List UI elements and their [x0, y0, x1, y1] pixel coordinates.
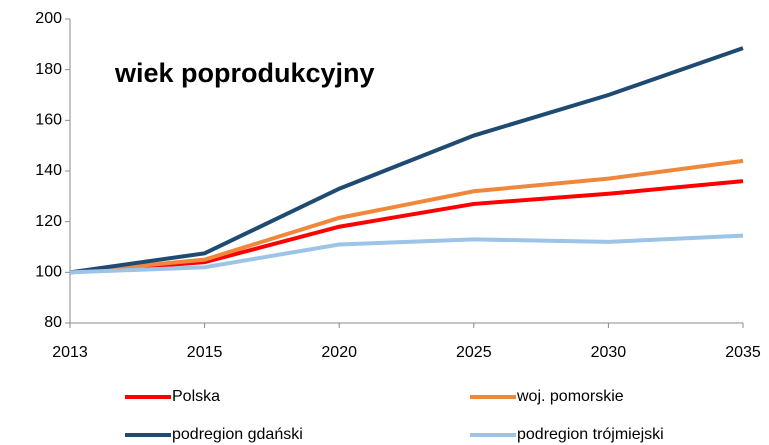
legend-label: woj. pomorskie [516, 388, 624, 405]
series-line [69, 179, 744, 275]
x-tick-label: 2035 [725, 344, 761, 361]
annotation: wiek poprodukcyjny [114, 58, 375, 88]
x-tick-label: 2013 [52, 344, 88, 361]
y-tick-label: 200 [35, 10, 62, 27]
y-tick-label: 140 [35, 162, 62, 179]
x-tick-label: 2020 [321, 344, 357, 361]
series-line [69, 158, 744, 275]
x-tick-label: 2025 [456, 344, 492, 361]
legend-label: podregion trójmiejski [517, 426, 664, 443]
legend-label: Polska [172, 388, 220, 405]
series-line [69, 233, 744, 275]
series-line [69, 46, 744, 275]
y-tick-label: 180 [35, 61, 62, 78]
y-tick-label: 100 [35, 264, 62, 281]
x-tick-label: 2030 [591, 344, 627, 361]
legend-label: podregion gdański [172, 426, 303, 443]
y-tick-label: 120 [35, 213, 62, 230]
y-tick-label: 160 [35, 112, 62, 129]
x-tick-label: 2015 [187, 344, 223, 361]
y-tick-label: 80 [44, 314, 62, 331]
